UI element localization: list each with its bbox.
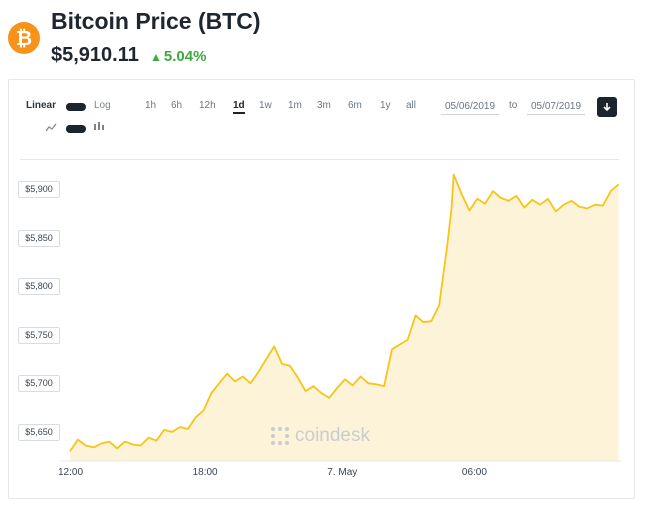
range-12h[interactable]: 12h [199,100,216,111]
range-1h[interactable]: 1h [145,100,157,111]
download-button[interactable] [597,97,617,117]
chart-type-toggle-knob [66,125,74,133]
range-6m[interactable]: 6m [348,100,362,111]
up-arrow-icon: ▲ [150,50,162,64]
current-price: $5,910.11 [51,44,139,66]
y-tick-label: $5,750 [18,326,60,344]
coindesk-logo-icon [271,427,289,445]
y-tick-label: $5,900 [18,181,60,199]
bitcoin-logo-icon: ₿ [8,22,40,54]
bitcoin-symbol: ₿ [15,25,33,50]
coindesk-watermark: coindesk [270,425,370,447]
price-change-value: 5.04% [163,48,207,65]
y-tick-label: $5,700 [18,375,60,393]
y-tick-label: $5,850 [18,229,60,247]
range-3m[interactable]: 3m [317,100,331,111]
date-from-input[interactable] [441,98,499,115]
range-1y[interactable]: 1y [380,100,391,111]
range-1w[interactable]: 1w [259,100,272,111]
y-tick-label: $5,650 [18,423,60,441]
price-line [69,173,620,452]
scale-linear-label[interactable]: Linear [26,100,57,111]
y-tick-label: $5,800 [18,278,60,296]
range-all[interactable]: all [406,100,417,111]
candlestick-icon[interactable] [93,121,105,133]
scale-toggle-knob [66,103,74,111]
date-to-input[interactable] [527,98,585,115]
chart-type-toggle[interactable] [66,125,86,133]
scale-log-label[interactable]: Log [94,100,111,111]
page-title: Bitcoin Price (BTC) [51,8,261,34]
watermark-text: coindesk [295,425,370,446]
range-6h[interactable]: 6h [171,100,183,111]
x-tick-label: 7. May [327,467,358,478]
price-change: ▲ 5.04% [150,48,206,65]
line-chart-icon[interactable] [45,123,57,133]
chart-divider [20,159,619,160]
range-1d[interactable]: 1d [233,100,245,114]
date-to-label: to [509,100,518,111]
price-area [70,174,619,461]
scale-toggle[interactable] [66,103,86,111]
download-icon [603,103,611,112]
x-tick-label: 12:00 [58,467,84,478]
range-1m[interactable]: 1m [288,100,302,111]
x-tick-label: 06:00 [461,467,487,478]
x-tick-label: 18:00 [192,467,218,478]
